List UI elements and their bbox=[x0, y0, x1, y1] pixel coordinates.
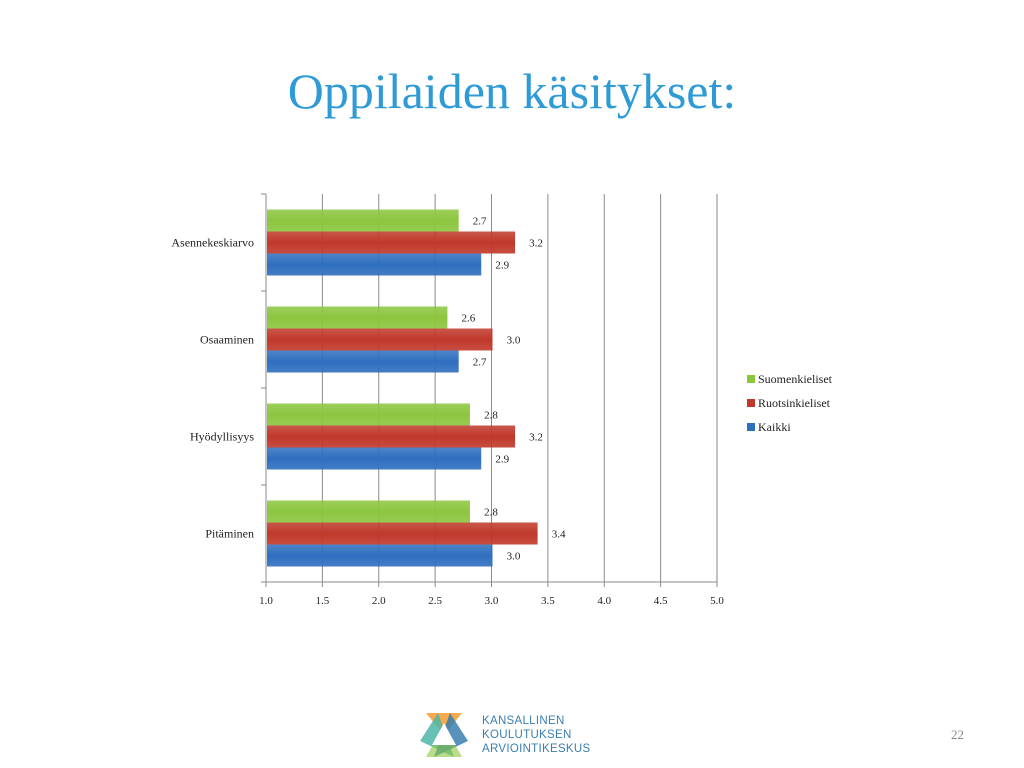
legend-swatch bbox=[747, 423, 755, 431]
x-tick-label: 4.5 bbox=[654, 595, 668, 607]
legend-item-ruotsinkieliset: Ruotsinkieliset bbox=[747, 391, 832, 415]
data-label: 2.7 bbox=[473, 357, 487, 369]
legend-label: Ruotsinkieliset bbox=[758, 395, 830, 410]
logo-line: KANSALLINEN bbox=[482, 715, 565, 727]
karvi-logo-icon bbox=[420, 713, 468, 757]
legend-swatch bbox=[747, 375, 755, 383]
data-label: 2.9 bbox=[495, 260, 509, 272]
x-tick-label: 5.0 bbox=[710, 595, 724, 607]
bar-ruotsinkieliset bbox=[267, 328, 493, 351]
logo-text: KANSALLINEN KOULUTUKSEN ARVIOINTIKESKUS bbox=[482, 714, 590, 756]
x-tick-label: 1.5 bbox=[316, 595, 330, 607]
data-label: 2.7 bbox=[473, 216, 487, 228]
legend-label: Kaikki bbox=[758, 419, 791, 434]
x-tick-label: 2.0 bbox=[372, 595, 386, 607]
x-tick-label: 3.0 bbox=[485, 595, 499, 607]
page-number: 22 bbox=[951, 727, 964, 742]
data-label: 2.8 bbox=[484, 410, 498, 422]
bar-suomenkieliset bbox=[267, 500, 470, 523]
data-label: 3.2 bbox=[529, 238, 543, 250]
legend-item-suomenkieliset: Suomenkieliset bbox=[747, 367, 832, 391]
data-label: 3.0 bbox=[507, 335, 521, 347]
x-tick-label: 1.0 bbox=[259, 595, 273, 607]
bar-ruotsinkieliset bbox=[267, 425, 516, 448]
bar-kaikki bbox=[267, 544, 493, 567]
category-label: Hyödyllisyys bbox=[190, 430, 254, 444]
bar-suomenkieliset bbox=[267, 209, 459, 232]
category-label: Asennekeskiarvo bbox=[171, 236, 254, 250]
x-tick-label: 2.5 bbox=[428, 595, 442, 607]
legend-swatch bbox=[747, 399, 755, 407]
x-tick-label: 3.5 bbox=[541, 595, 555, 607]
logo-line: ARVIOINTIKESKUS bbox=[482, 743, 591, 755]
data-label: 2.8 bbox=[484, 507, 498, 519]
data-label: 3.2 bbox=[529, 432, 543, 444]
data-label: 2.9 bbox=[495, 454, 509, 466]
x-tick-label: 4.0 bbox=[597, 595, 611, 607]
bar-suomenkieliset bbox=[267, 306, 448, 329]
data-label: 3.4 bbox=[552, 529, 566, 541]
category-label: Pitäminen bbox=[205, 527, 254, 541]
legend-label: Suomenkieliset bbox=[758, 371, 832, 386]
data-label: 3.0 bbox=[507, 551, 521, 563]
logo-line: KOULUTUKSEN bbox=[482, 729, 572, 741]
data-label: 2.6 bbox=[462, 313, 476, 325]
chart-legend: Suomenkieliset Ruotsinkieliset Kaikki bbox=[747, 367, 832, 439]
bar-kaikki bbox=[267, 447, 482, 470]
bar-kaikki bbox=[267, 253, 482, 276]
bar-kaikki bbox=[267, 350, 459, 373]
legend-item-kaikki: Kaikki bbox=[747, 415, 832, 439]
category-label: Osaaminen bbox=[200, 333, 254, 347]
bar-suomenkieliset bbox=[267, 403, 470, 426]
slide-title: Oppilaiden käsitykset: bbox=[287, 63, 737, 119]
bar-ruotsinkieliset bbox=[267, 522, 538, 545]
bar-ruotsinkieliset bbox=[267, 231, 516, 254]
